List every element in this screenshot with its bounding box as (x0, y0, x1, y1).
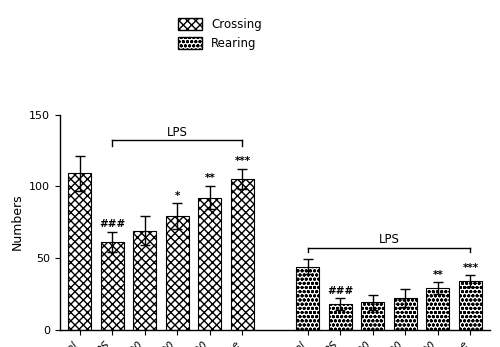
Bar (198, 198, 221, 330)
Bar (329, 304, 351, 330)
Bar (231, 179, 254, 330)
Text: ###: ### (99, 219, 125, 229)
Text: ***: *** (234, 156, 250, 166)
Text: **: ** (204, 174, 215, 183)
Bar (459, 281, 482, 330)
Bar (362, 302, 384, 330)
Legend: Crossing, Rearing: Crossing, Rearing (174, 14, 266, 55)
Text: ***: *** (462, 263, 478, 273)
Bar (296, 266, 319, 330)
Y-axis label: Numbers: Numbers (10, 194, 24, 251)
Bar (68, 173, 91, 330)
Text: **: ** (432, 270, 444, 280)
Bar (426, 288, 450, 330)
Text: *: * (174, 191, 180, 201)
Bar (100, 242, 124, 330)
Bar (166, 216, 188, 330)
Bar (394, 298, 416, 330)
Text: ###: ### (327, 286, 353, 296)
Bar (134, 231, 156, 330)
Text: LPS: LPS (378, 234, 400, 246)
Text: LPS: LPS (167, 126, 188, 139)
